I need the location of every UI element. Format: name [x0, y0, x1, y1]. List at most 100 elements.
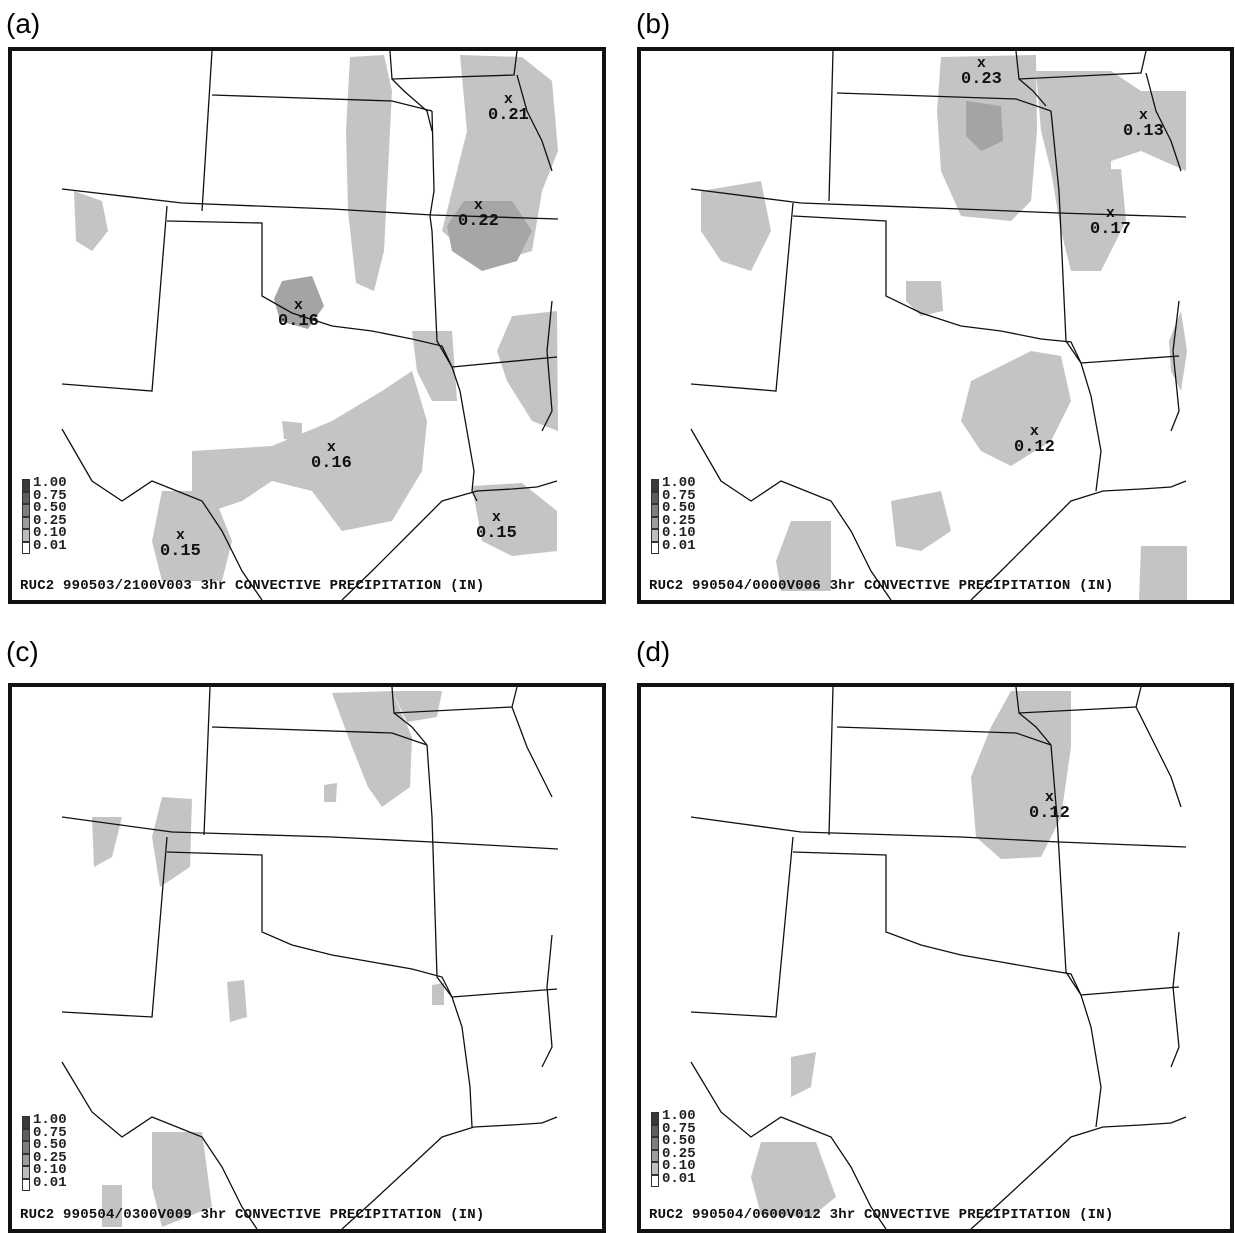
precip-maximum-marker: x 0.17 — [1090, 206, 1131, 239]
precip-maximum-marker: x 0.12 — [1014, 423, 1055, 457]
legend-swatch — [651, 529, 659, 542]
state-borders — [61, 687, 559, 1229]
maximum-x-symbol: x — [1044, 789, 1054, 806]
precip-area — [152, 1132, 212, 1227]
legend-label: 0.25 — [662, 512, 696, 529]
maximum-value-label: 0.13 — [1123, 122, 1164, 141]
legend-swatch — [651, 504, 659, 517]
legend-label: 0.50 — [33, 1137, 67, 1153]
precip-area — [92, 817, 122, 867]
precip-maximum-marker: x 0.13 — [1123, 108, 1164, 141]
maximum-x-symbol: x — [491, 509, 501, 526]
precip-area — [282, 421, 302, 441]
precip-area — [701, 181, 771, 271]
precip-area — [1051, 169, 1126, 271]
maximum-value-label: 0.12 — [1014, 438, 1055, 457]
maximum-value-label: 0.23 — [961, 70, 1002, 89]
legend-label: 1.00 — [662, 475, 696, 491]
precip-area — [412, 331, 457, 401]
legend-label: 0.01 — [33, 1174, 67, 1191]
maximum-value-label: 0.12 — [1029, 804, 1070, 823]
maximum-value-label: 0.16 — [278, 312, 319, 331]
precip-area — [447, 201, 532, 271]
precip-areas — [92, 691, 444, 1227]
legend-swatch — [651, 491, 659, 504]
precip-maximum-marker: x 0.16 — [278, 298, 319, 331]
precip-area — [971, 691, 1071, 859]
legend-label: 0.50 — [662, 500, 696, 516]
legend-label: 1.00 — [662, 1108, 696, 1124]
precip-area — [966, 101, 1003, 151]
legend-swatch — [651, 1124, 659, 1137]
legend-swatch — [22, 504, 30, 517]
precip-maximum-marker: x 0.15 — [476, 509, 517, 542]
legend-label: 0.10 — [662, 525, 696, 541]
legend-label: 0.75 — [662, 1120, 696, 1137]
precip-areas — [751, 691, 1071, 1217]
precip-area — [497, 311, 558, 431]
state-borders — [690, 687, 1187, 1229]
map-panel-a: 1.00 0.75 0.50 0.25 0.10 0.01 x 0.21 x 0.22 x 0.16 x… — [8, 47, 606, 604]
legend-swatch — [22, 516, 30, 529]
legend-swatch — [22, 1166, 30, 1179]
precip-maximum-marker: x 0.21 — [488, 92, 529, 125]
state-borders — [690, 51, 1187, 600]
panel-caption: RUC2 990504/0300V009 3hr CONVECTIVE PREC… — [20, 1207, 485, 1223]
legend-swatch — [651, 479, 659, 492]
panel-caption: RUC2 990504/0600V012 3hr CONVECTIVE PREC… — [649, 1207, 1114, 1223]
precip-area — [152, 797, 192, 887]
panel-caption: RUC2 990503/2100V003 3hr CONVECTIVE PREC… — [20, 578, 485, 594]
precip-area — [192, 371, 427, 531]
maximum-x-symbol: x — [976, 55, 986, 72]
precip-areas — [701, 55, 1187, 600]
legend-label: 0.01 — [33, 537, 67, 554]
legend-swatch — [22, 529, 30, 542]
map-panel-c: 1.00 0.75 0.50 0.25 0.10 0.01 RUC2 990504/0300… — [8, 683, 606, 1233]
legend-swatch — [651, 1149, 659, 1162]
legend-swatch — [22, 1178, 30, 1191]
precip-area — [906, 281, 943, 316]
maximum-value-label: 0.21 — [488, 106, 529, 125]
map-panel-d: 1.00 0.75 0.50 0.25 0.10 0.01 x 0.12 RUC2 990504… — [637, 683, 1234, 1233]
precip-area — [324, 783, 337, 802]
precip-area — [274, 276, 324, 329]
legend-swatch — [22, 1116, 30, 1129]
legend-label: 0.01 — [662, 537, 696, 554]
maximum-x-symbol: x — [1029, 423, 1039, 440]
precip-area — [961, 351, 1071, 466]
precip-area — [392, 691, 442, 722]
maximum-value-label: 0.16 — [311, 454, 352, 473]
panel-label-d: (d) — [636, 636, 671, 667]
precip-area — [472, 483, 557, 556]
precip-maximum-marker: x 0.23 — [961, 55, 1002, 89]
legend-swatch — [22, 491, 30, 504]
maximum-x-symbol: x — [473, 197, 483, 214]
legend-swatch — [651, 541, 659, 554]
precip-maximum-marker: x 0.16 — [311, 440, 352, 473]
legend-label: 0.50 — [662, 1133, 696, 1149]
legend-label: 0.25 — [33, 512, 67, 529]
precip-maximum-marker: x 0.12 — [1029, 789, 1070, 823]
precip-area — [152, 491, 232, 581]
panel-caption: RUC2 990504/0000V006 3hr CONVECTIVE PREC… — [649, 578, 1114, 594]
precip-area — [432, 983, 444, 1005]
legend-label: 0.50 — [33, 500, 67, 516]
maximum-value-label: 0.15 — [160, 542, 201, 561]
legend-label: 0.75 — [33, 487, 67, 504]
precip-area — [1139, 546, 1187, 600]
legend-swatch — [22, 541, 30, 554]
legend-swatch — [651, 1162, 659, 1175]
legend-swatch — [651, 1112, 659, 1125]
maximum-value-label: 0.17 — [1090, 220, 1131, 239]
map-canvas — [61, 51, 559, 600]
precip-area — [102, 1185, 122, 1227]
precip-area — [776, 521, 831, 591]
legend-label: 0.25 — [662, 1145, 696, 1162]
legend-label: 0.10 — [662, 1158, 696, 1174]
legend-swatch — [651, 1174, 659, 1187]
legend-label: 0.75 — [33, 1124, 67, 1141]
precip-area — [1169, 311, 1187, 391]
legend-label: 0.01 — [662, 1170, 696, 1187]
panel-label-b: (b) — [636, 8, 671, 39]
precip-area — [332, 691, 412, 807]
